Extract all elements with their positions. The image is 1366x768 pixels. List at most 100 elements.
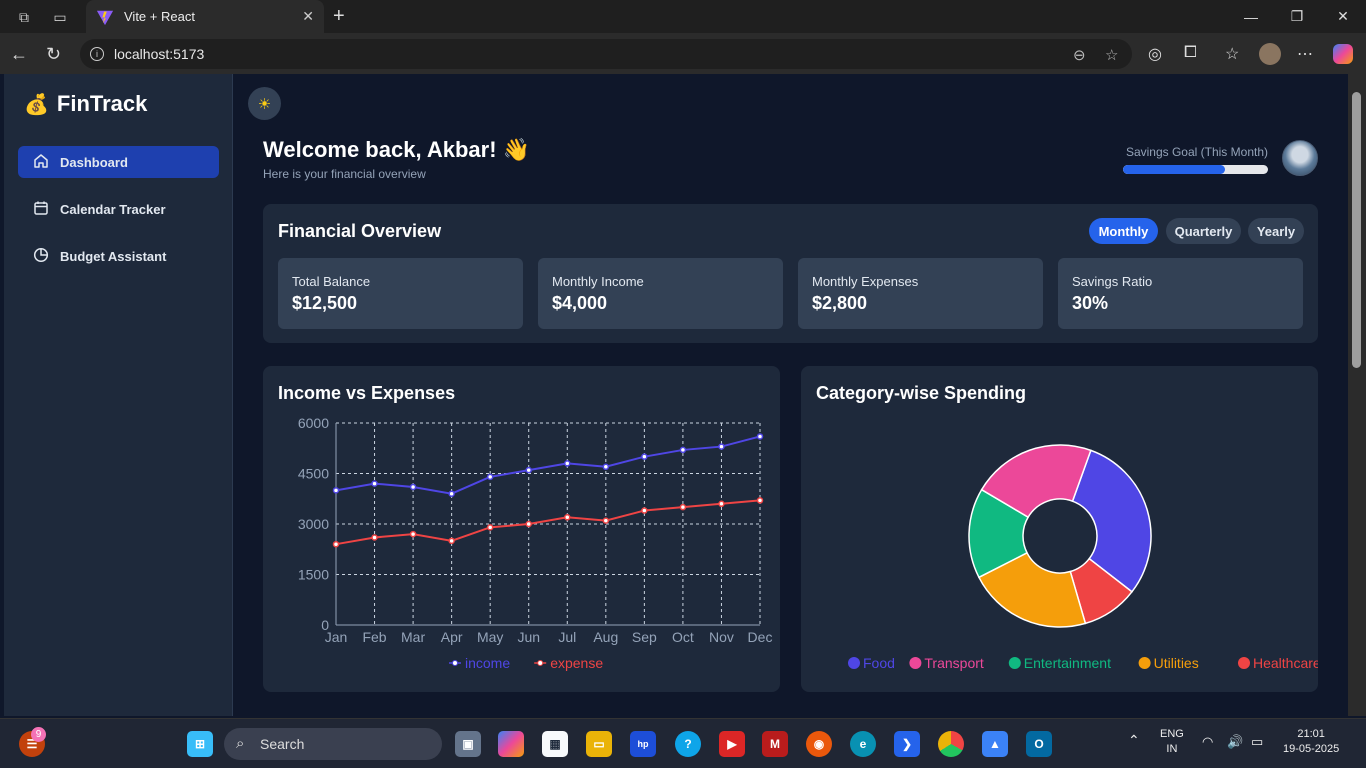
legend-marker-healthcare — [1238, 657, 1250, 669]
zoom-icon[interactable]: ⊖ — [1073, 47, 1086, 64]
avatar[interactable] — [1282, 140, 1318, 176]
financial-overview-title: Financial Overview — [278, 221, 442, 241]
data-point-expense — [332, 540, 340, 548]
scrollbar[interactable] — [1348, 74, 1366, 716]
calendar-icon — [34, 201, 48, 215]
data-point-income — [486, 473, 494, 481]
data-point-expense — [641, 507, 648, 514]
y-tick-label: 0 — [321, 617, 329, 633]
vscode-icon[interactable]: ❯ — [894, 731, 920, 757]
reload-icon[interactable]: ↻ — [46, 44, 62, 64]
address-bar[interactable]: i localhost:5173 — [80, 39, 1132, 69]
stat-monthly-income: Monthly Income $4,000 — [538, 258, 783, 329]
stat-value: $2,800 — [812, 293, 868, 313]
copilot-icon[interactable] — [1333, 44, 1353, 64]
volume-icon[interactable]: 🔊 — [1227, 734, 1244, 749]
app-root: 💰 FinTrack Dashboard Calendar Tracker Bu… — [4, 74, 1348, 716]
stat-value: 30% — [1072, 293, 1109, 313]
favorite-star-icon[interactable]: ☆ — [1105, 47, 1119, 64]
workspaces-icon[interactable]: ⧉ — [19, 8, 29, 25]
x-tick-label: May — [477, 629, 503, 645]
data-point-income — [332, 487, 340, 494]
tab-yearly[interactable]: Yearly — [1248, 218, 1304, 244]
data-point-expense — [679, 503, 687, 511]
theme-toggle-button[interactable]: ☀ — [248, 87, 281, 120]
edge-icon[interactable]: e — [850, 731, 876, 757]
stat-value: $4,000 — [552, 293, 608, 313]
y-tick-label: 1500 — [298, 567, 329, 583]
outlook-icon[interactable]: O — [1026, 731, 1052, 757]
clock-date: 19-05-2025 — [1283, 743, 1340, 755]
tracking-icon[interactable]: ◎ — [1148, 46, 1162, 63]
legend-label: Healthcare — [1253, 655, 1318, 671]
data-point-income — [564, 460, 571, 467]
chevron-up-icon[interactable]: ⌃ — [1128, 732, 1140, 748]
browser-tab[interactable]: Vite + React ✕ — [86, 0, 324, 33]
data-point-expense — [602, 517, 610, 524]
money-bag-icon: 💰 — [24, 93, 49, 116]
extensions-icon[interactable]: ⧠ — [1184, 44, 1197, 61]
page-subtitle: Here is your financial overview — [263, 167, 426, 181]
x-tick-label: Nov — [709, 629, 734, 645]
x-tick-label: Sep — [632, 629, 657, 645]
data-point-expense — [371, 534, 378, 541]
copilot-app-icon[interactable] — [498, 731, 524, 757]
close-window-icon[interactable]: ✕ — [1337, 8, 1349, 24]
data-point-income — [409, 483, 417, 491]
x-tick-label: Apr — [441, 629, 463, 645]
store-icon[interactable]: ▦ — [542, 731, 568, 757]
firefox-icon[interactable]: ◉ — [806, 731, 832, 757]
legend-label: Entertainment — [1024, 655, 1111, 671]
battery-icon[interactable]: ▭ — [1251, 734, 1264, 749]
chrome-icon[interactable] — [938, 731, 964, 757]
sidebar-item-budget-assistant[interactable]: Budget Assistant — [18, 240, 219, 272]
sidebar-item-dashboard[interactable]: Dashboard — [18, 146, 219, 178]
close-tab-icon[interactable]: ✕ — [302, 8, 314, 24]
search-label: Search — [260, 736, 305, 752]
legend-label: income — [465, 655, 510, 671]
language-indicator[interactable]: ENG IN — [1160, 727, 1184, 757]
favorites-icon[interactable]: ☆ — [1225, 46, 1240, 63]
legend-marker-entertainment — [1008, 657, 1021, 669]
tab-monthly[interactable]: Monthly — [1089, 218, 1158, 244]
youtube-icon[interactable]: ▶ — [719, 731, 745, 757]
profile-avatar[interactable] — [1259, 43, 1281, 65]
x-tick-label: Aug — [593, 629, 618, 645]
page-title: Welcome back, Akbar! 👋 — [263, 137, 531, 162]
stat-savings-ratio: Savings Ratio 30% — [1058, 258, 1303, 329]
vite-logo-icon — [96, 10, 114, 25]
region-code: IN — [1166, 743, 1178, 755]
category-spending-title: Category-wise Spending — [816, 383, 1027, 403]
file-explorer-icon[interactable]: ▭ — [586, 731, 612, 757]
site-info-icon[interactable]: i — [90, 47, 104, 61]
photos-icon[interactable]: ▲ — [982, 731, 1008, 757]
windows-start-icon[interactable]: ⊞ — [187, 731, 213, 757]
task-view-icon[interactable]: ▣ — [455, 731, 481, 757]
myhp-icon[interactable]: hp — [630, 731, 656, 757]
back-icon[interactable]: ← — [10, 44, 28, 64]
scrollbar-thumb[interactable] — [1352, 92, 1361, 368]
tab-actions-icon[interactable]: ▭ — [53, 8, 67, 25]
minimize-icon[interactable]: — — [1244, 8, 1258, 25]
legend-marker-dot — [452, 660, 458, 666]
y-tick-label: 6000 — [298, 415, 329, 431]
sidebar-item-label: Budget Assistant — [60, 248, 167, 264]
wifi-icon[interactable]: ◠ — [1202, 734, 1214, 749]
data-point-income — [525, 466, 532, 474]
legend-label: expense — [550, 655, 603, 671]
restore-icon[interactable]: ❐ — [1290, 8, 1304, 24]
x-tick-label: Dec — [748, 629, 773, 645]
taskbar-search[interactable]: ⌕ Search — [224, 728, 442, 760]
clock[interactable]: 21:01 19-05-2025 — [1283, 727, 1339, 757]
data-point-income — [718, 443, 725, 450]
sidebar-item-calendar-tracker[interactable]: Calendar Tracker — [18, 193, 219, 225]
more-icon[interactable]: ⋯ — [1297, 46, 1313, 63]
mcafee-icon[interactable]: M — [762, 731, 788, 757]
tab-quarterly[interactable]: Quarterly — [1166, 218, 1241, 244]
help-icon[interactable]: ? — [675, 731, 701, 757]
income-expenses-title: Income vs Expenses — [278, 383, 456, 403]
new-tab-icon[interactable]: + — [333, 5, 345, 27]
url-text: localhost:5173 — [114, 46, 205, 62]
legend-label: Transport — [924, 655, 984, 671]
x-tick-label: Feb — [362, 629, 386, 645]
